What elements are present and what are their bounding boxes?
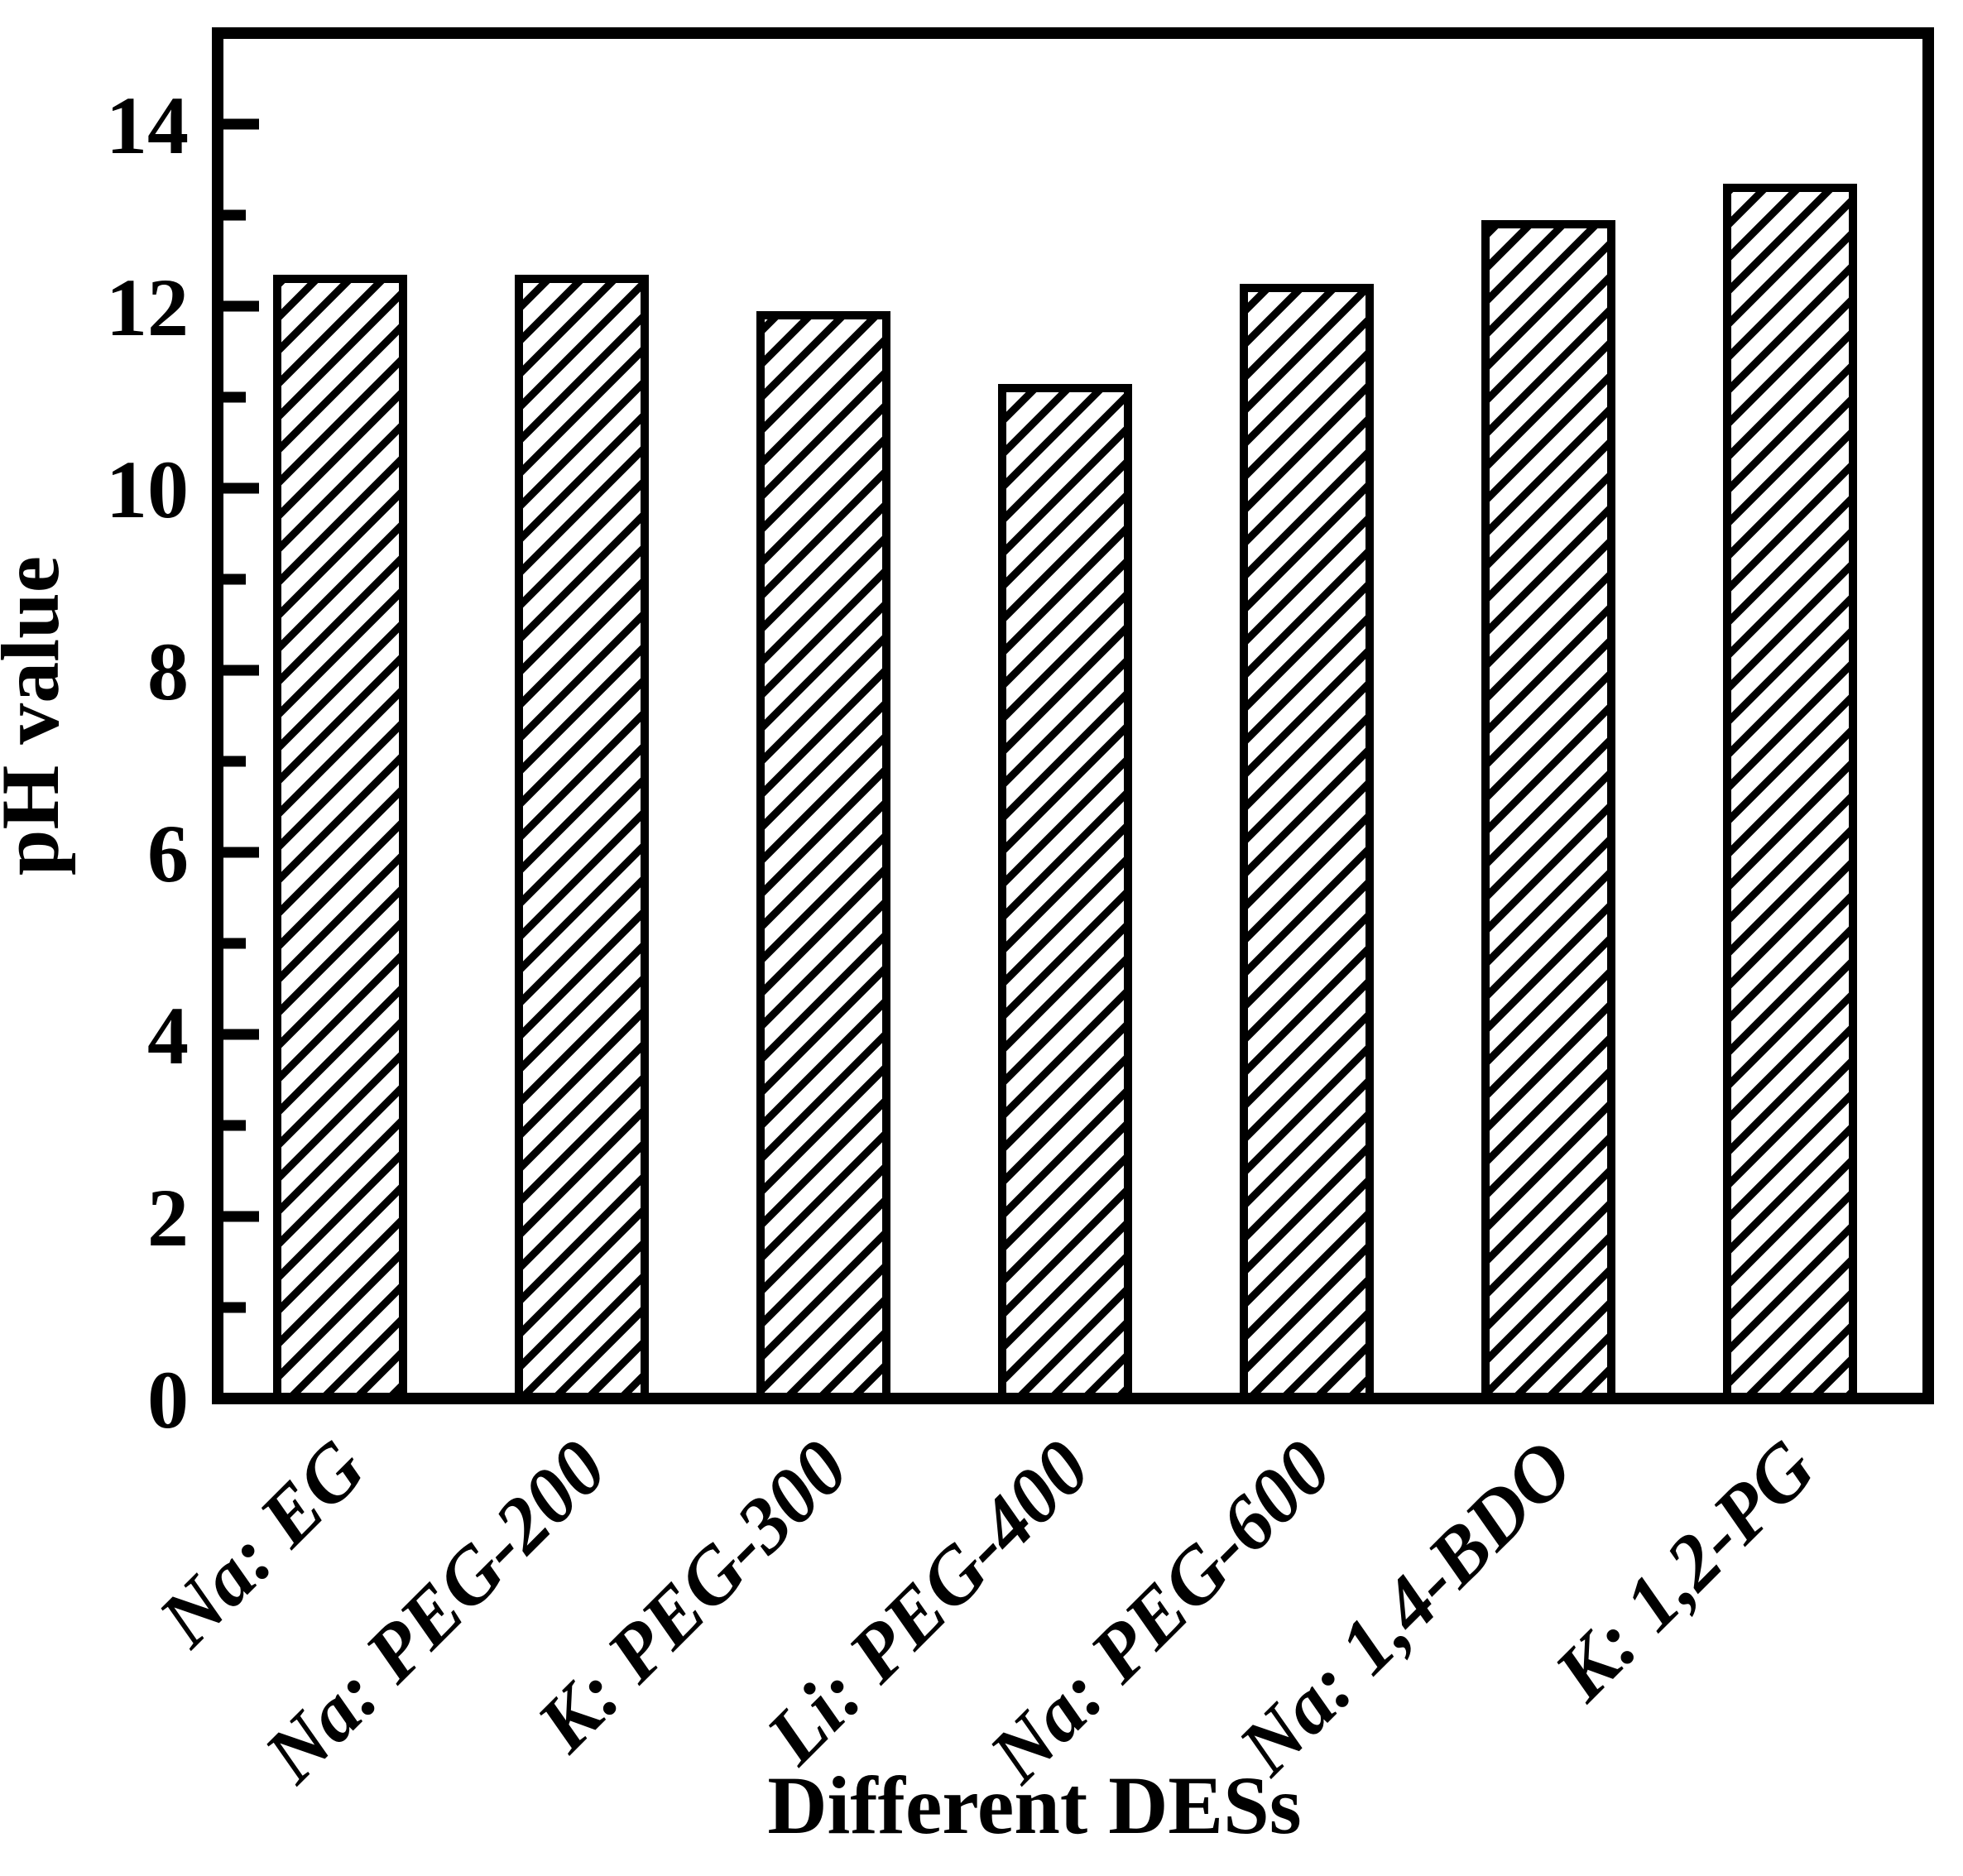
bar-6 (1481, 220, 1615, 1403)
bar-3 (756, 311, 890, 1403)
y-tick-label: 0 (147, 1354, 189, 1446)
y-tick-label: 4 (147, 990, 189, 1082)
y-tick-label: 6 (147, 808, 189, 900)
plot-frame (212, 27, 1934, 1404)
y-tick-label: 8 (147, 626, 189, 717)
bars-group (273, 184, 1857, 1403)
bar-4 (998, 384, 1132, 1403)
x-axis-title: Different DESs (767, 1759, 1301, 1851)
bar-2 (515, 275, 649, 1403)
y-tick-label: 2 (147, 1172, 189, 1264)
bar-1 (273, 275, 407, 1403)
y-tick-label: 14 (106, 79, 189, 171)
bar-7 (1723, 184, 1857, 1403)
y-axis-title: pH value (0, 556, 76, 876)
y-tick-label: 10 (106, 444, 189, 535)
y-tick-label: 12 (106, 261, 189, 353)
bar-5 (1240, 284, 1374, 1403)
y-axis-tick-labels: 0 2 4 6 8 10 12 14 (106, 79, 189, 1446)
